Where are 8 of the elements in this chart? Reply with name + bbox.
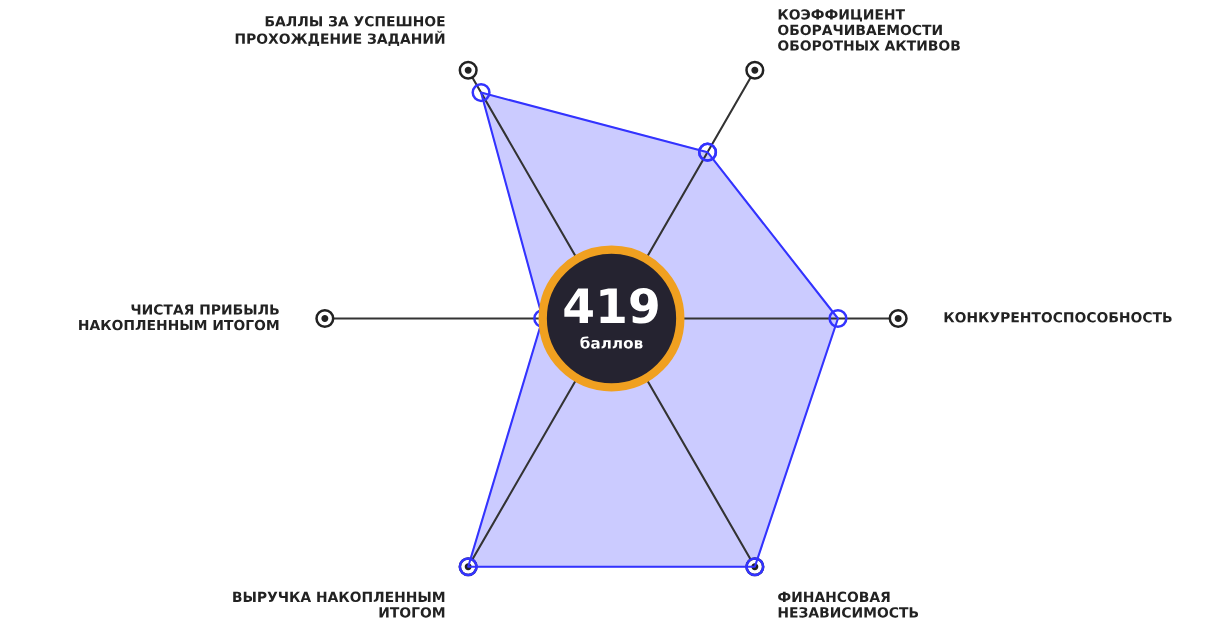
spoke-label: КОНКУРЕНТОСПОСОБНОСТЬ	[944, 312, 1172, 323]
spoke-label: БАЛЛЫ ЗА УСПЕШНОЕ ПРОХОЖДЕНИЕ ЗАДАНИЙ	[235, 15, 445, 46]
spoke-label: ЧИСТАЯ ПРИБЫЛЬ НАКОПЛЕННЫМ ИТОГОМ	[79, 304, 279, 331]
spoke-label: ВЫРУЧКА НАКОПЛЕННЫМ ИТОГОМ	[233, 591, 445, 618]
text: баллов	[580, 336, 643, 349]
spoke-label: КОЭФФИЦИЕНТ ОБОРАЧИВАЕМОСТИ ОБОРОТНЫХ АКТИВОВ	[778, 9, 960, 51]
spoke-label: ФИНАНСОВАЯ НЕЗАВИСИМОСТЬ	[778, 591, 919, 618]
text: 419	[564, 287, 658, 324]
